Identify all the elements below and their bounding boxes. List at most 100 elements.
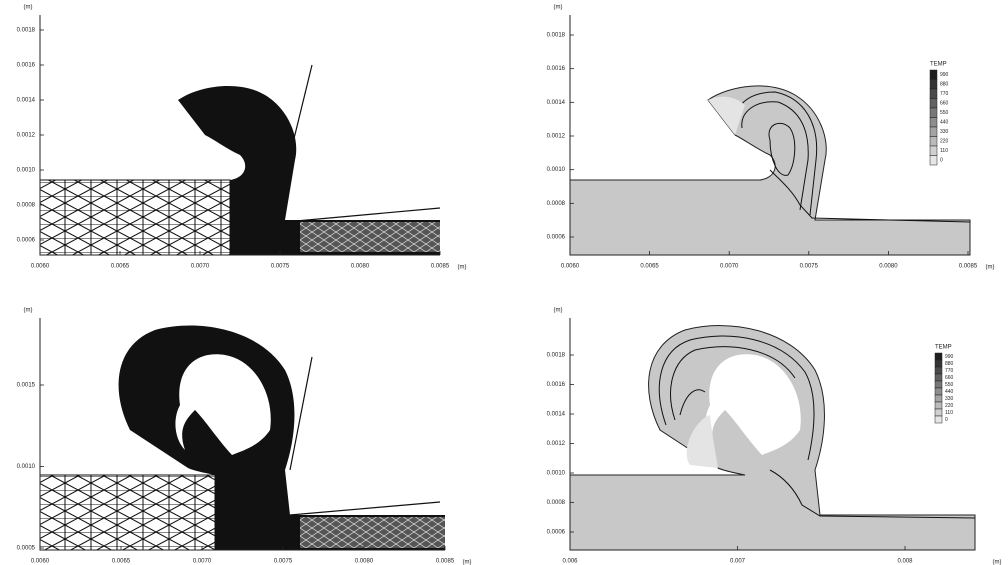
- y-tick-label: 0.0014: [547, 412, 566, 418]
- legend-swatch: [929, 107, 938, 118]
- y-tick-label: 0.0006: [17, 238, 36, 244]
- x-tick-label: 0.006: [562, 559, 578, 565]
- legend-swatch: [934, 408, 943, 417]
- legend-label: 770: [945, 368, 954, 374]
- guide-line: [289, 64, 313, 156]
- x-tick-label: 0.0070: [720, 264, 739, 270]
- legend-label: 990: [940, 72, 949, 78]
- legend-label: 220: [940, 139, 949, 145]
- x-tick-label: 0.0060: [31, 264, 50, 270]
- x-tick-label: 0.0075: [271, 264, 290, 270]
- x-tick-label: 0.007: [730, 559, 746, 565]
- x-tick-label: 0.0085: [959, 264, 978, 270]
- x-tick-label: 0.008: [897, 559, 913, 565]
- contour-line: [768, 122, 796, 176]
- legend-label: 550: [945, 382, 954, 388]
- legend-label: 880: [945, 361, 954, 367]
- y-tick-label: 0.0008: [547, 201, 566, 207]
- x-tick-label: 0.0070: [191, 264, 210, 270]
- x-axis-label: (m): [463, 560, 472, 565]
- mesh-block: [39, 474, 216, 551]
- legend-label: 660: [940, 101, 949, 107]
- y-tick-label: 0.0016: [17, 63, 36, 69]
- x-tick-label: 0.0065: [111, 264, 130, 270]
- legend-swatch: [934, 401, 943, 410]
- y-axis-label: (m): [554, 5, 563, 11]
- mesh-layer: [300, 222, 440, 252]
- y-tick-label: 0.0008: [17, 203, 36, 209]
- y-axis-label: (m): [24, 308, 33, 314]
- legend-swatch: [929, 98, 938, 109]
- contour-panel: [569, 85, 971, 256]
- contour-line: [679, 389, 706, 416]
- inner-gap: [175, 354, 271, 455]
- legend-swatch: [934, 373, 943, 382]
- contour-line: [769, 469, 976, 519]
- x-tick-label: 0.0060: [561, 264, 580, 270]
- x-axis-label: (m): [993, 560, 1002, 565]
- legend-label: 550: [940, 110, 949, 116]
- mesh-panel: [39, 64, 441, 256]
- x-tick-label: 0.0080: [355, 559, 374, 565]
- legend-swatch: [929, 79, 938, 90]
- y-tick-label: 0.0010: [547, 167, 566, 173]
- legend-title: TEMP: [935, 345, 952, 351]
- legend-swatch: [934, 394, 943, 403]
- legend-swatch: [929, 136, 938, 147]
- y-axis-label: (m): [554, 308, 563, 314]
- x-tick-label: 0.0085: [431, 264, 450, 270]
- tip-region: [708, 96, 745, 135]
- mesh-panel: [39, 325, 445, 551]
- x-tick-label: 0.0080: [351, 264, 370, 270]
- x-tick-label: 0.0060: [31, 559, 50, 565]
- legend-label: 770: [940, 91, 949, 97]
- y-tick-label: 0.0010: [17, 168, 36, 174]
- x-tick-label: 0.0065: [640, 264, 659, 270]
- legend-label: 330: [945, 396, 954, 402]
- mesh-layer: [300, 517, 445, 548]
- legend-label: 440: [945, 389, 954, 395]
- legend-label: 110: [945, 410, 953, 416]
- y-tick-label: 0.0016: [547, 382, 566, 388]
- y-tick-label: 0.0008: [547, 500, 566, 506]
- legend-swatch: [929, 145, 938, 156]
- guide-line: [289, 501, 441, 516]
- y-tick-label: 0.0012: [17, 133, 36, 139]
- contour-line: [769, 169, 971, 223]
- legend-title: TEMP: [930, 62, 947, 68]
- y-tick-label: 0.0012: [547, 134, 566, 140]
- legend-swatch: [934, 387, 943, 396]
- contour-panel: [569, 325, 976, 551]
- y-tick-label: 0.0018: [17, 28, 36, 34]
- x-tick-label: 0.0065: [112, 559, 131, 565]
- x-axis-label: (m): [458, 265, 467, 271]
- mesh-block: [39, 179, 231, 256]
- y-tick-label: 0.0018: [547, 33, 566, 39]
- legend-swatch: [934, 352, 943, 361]
- legend-label: 660: [945, 375, 954, 381]
- legend-swatch: [934, 415, 943, 424]
- y-axis-label: (m): [24, 5, 33, 11]
- legend-label: 0: [940, 158, 943, 164]
- contour-line: [741, 101, 809, 211]
- legend-swatch: [934, 380, 943, 389]
- guide-line: [284, 207, 441, 223]
- y-tick-label: 0.0016: [547, 66, 566, 72]
- legend-swatch: [934, 366, 943, 375]
- legend-label: 220: [945, 403, 954, 409]
- y-tick-label: 0.0012: [547, 441, 566, 447]
- legend-swatch: [929, 69, 938, 80]
- y-tick-label: 0.0006: [547, 530, 566, 536]
- contour-line: [658, 335, 815, 461]
- y-tick-label: 0.0018: [547, 353, 566, 359]
- x-tick-label: 0.0075: [274, 559, 293, 565]
- x-tick-label: 0.0080: [879, 264, 898, 270]
- y-tick-label: 0.0014: [547, 100, 566, 106]
- x-tick-label: 0.0070: [193, 559, 212, 565]
- guide-line: [289, 356, 313, 471]
- legend-label: 990: [945, 354, 954, 360]
- contour-line: [670, 346, 796, 421]
- legend-label: 330: [940, 129, 949, 135]
